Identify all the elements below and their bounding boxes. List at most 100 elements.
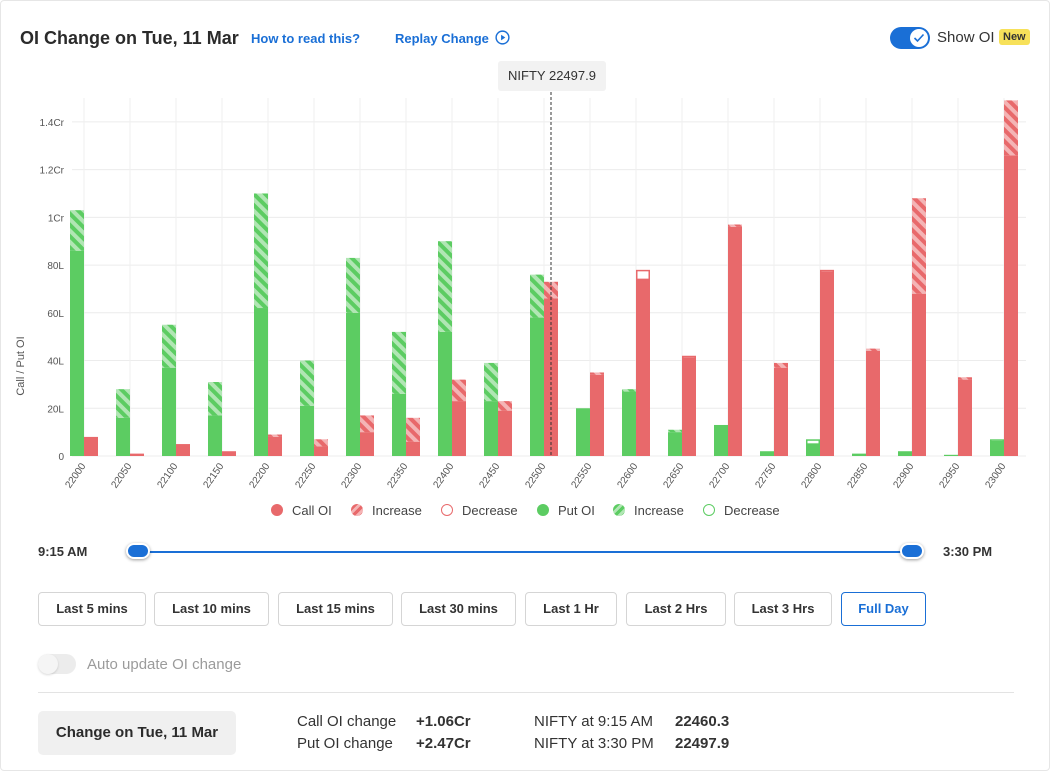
x-tick-label: 22800 <box>799 461 824 490</box>
how-to-read-link[interactable]: How to read this? <box>251 31 361 46</box>
y-tick-label: 80L <box>47 261 64 272</box>
slider-end-handle[interactable] <box>900 543 924 559</box>
call-oi-bar <box>130 453 144 456</box>
x-tick-label: 22500 <box>523 461 548 490</box>
call-oi-decrease-bar <box>820 269 834 273</box>
x-tick-label: 22650 <box>661 461 686 490</box>
call-oi-bar <box>912 293 926 456</box>
new-badge: New <box>999 29 1030 45</box>
put-oi-bar <box>714 424 728 456</box>
y-tick-label: 1Cr <box>48 213 65 224</box>
call-oi-change-value: +1.06Cr <box>416 713 471 730</box>
call-oi-increase-bar <box>590 372 604 375</box>
x-tick-label: 22950 <box>937 461 962 490</box>
divider <box>38 692 1014 693</box>
y-tick-label: 1.4Cr <box>40 118 65 129</box>
call-oi-increase-bar <box>406 417 420 442</box>
last-30-mins-button[interactable]: Last 30 mins <box>401 592 516 626</box>
x-tick-label: 22600 <box>615 461 640 490</box>
call-oi-bar <box>958 379 972 456</box>
slider-start-time: 9:15 AM <box>38 544 88 559</box>
x-tick-label: 22100 <box>155 461 180 490</box>
call-oi-increase-bar <box>1004 100 1018 156</box>
put-oi-bar <box>208 415 222 456</box>
last-2-hrs-button[interactable]: Last 2 Hrs <box>626 592 726 626</box>
call-oi-decrease-bar <box>682 355 696 359</box>
play-circle-icon[interactable] <box>495 30 510 45</box>
call-oi-increase-bar <box>774 362 788 368</box>
replay-change-link[interactable]: Replay Change <box>395 31 489 46</box>
spot-tooltip: NIFTY 22497.9 <box>498 61 606 91</box>
put-oi-bar <box>668 432 682 456</box>
call-oi-bar <box>360 432 374 456</box>
put-oi-bar <box>162 367 176 456</box>
call-oi-bar <box>774 367 788 456</box>
legend-label: Increase <box>372 503 422 518</box>
legend-swatch <box>613 504 625 516</box>
x-tick-label: 22450 <box>477 461 502 490</box>
time-slider-track[interactable] <box>138 551 912 553</box>
call-oi-bar <box>406 441 420 456</box>
x-tick-label: 22550 <box>569 461 594 490</box>
slider-end-time: 3:30 PM <box>943 544 993 559</box>
put-oi-bar <box>116 417 130 456</box>
put-oi-bar <box>484 401 498 456</box>
call-oi-increase-bar <box>452 379 466 402</box>
auto-update-label: Auto update OI change <box>87 656 242 673</box>
put-oi-decrease-bar <box>990 439 1004 443</box>
last-3-hrs-button[interactable]: Last 3 Hrs <box>734 592 832 626</box>
put-oi-increase-bar <box>668 429 682 433</box>
change-date-button[interactable]: Change on Tue, 11 Mar <box>38 711 236 755</box>
legend-label: Increase <box>634 503 684 518</box>
x-tick-label: 22850 <box>845 461 870 490</box>
legend-label: Put OI <box>558 503 595 518</box>
call-oi-bar <box>866 350 880 456</box>
chart-bars <box>70 100 1018 456</box>
put-oi-bar <box>806 444 820 456</box>
slider-start-handle[interactable] <box>126 543 150 559</box>
y-tick-label: 0 <box>58 452 64 463</box>
call-oi-bar <box>452 401 466 456</box>
call-oi-increase-bar <box>728 224 742 227</box>
full-day-button[interactable]: Full Day <box>841 592 926 626</box>
show-oi-toggle[interactable] <box>890 27 930 49</box>
call-oi-bar <box>176 444 190 456</box>
y-tick-label: 20L <box>47 404 64 415</box>
call-oi-increase-bar <box>360 415 374 433</box>
call-oi-bar <box>1004 155 1018 456</box>
y-tick-label: 60L <box>47 309 64 320</box>
x-tick-label: 22400 <box>431 461 456 490</box>
call-oi-bar <box>820 272 834 456</box>
last-15-mins-button[interactable]: Last 15 mins <box>278 592 393 626</box>
x-tick-label: 22750 <box>753 461 778 490</box>
toggle-knob <box>38 654 58 674</box>
put-oi-bar <box>70 250 84 456</box>
y-axis: 0 20L 40L 60L 80L 1Cr 1.2Cr 1.4Cr <box>40 118 65 463</box>
put-oi-bar <box>898 451 912 456</box>
legend-swatch <box>703 504 715 516</box>
call-oi-bar <box>222 451 236 456</box>
auto-update-toggle[interactable] <box>38 654 76 674</box>
put-oi-bar <box>346 312 360 456</box>
put-oi-increase-bar <box>346 257 360 313</box>
put-oi-increase-bar <box>162 324 176 368</box>
x-tick-label: 22350 <box>385 461 410 490</box>
last-5-mins-button[interactable]: Last 5 mins <box>38 592 146 626</box>
call-oi-increase-bar <box>866 348 880 351</box>
put-oi-change-value: +2.47Cr <box>416 735 471 752</box>
x-tick-label: 22050 <box>109 461 134 490</box>
oi-bar-chart: 0 20L 40L 60L 80L 1Cr 1.2Cr 1.4Cr 22000 22050 221… <box>15 92 1026 491</box>
legend-label: Decrease <box>724 503 780 518</box>
toggle-knob <box>910 29 928 47</box>
legend-swatch <box>441 504 453 516</box>
x-tick-label: 22300 <box>339 461 364 490</box>
put-oi-bar <box>990 441 1004 456</box>
x-tick-label: 22700 <box>707 461 732 490</box>
show-oi-label: Show OI <box>937 29 995 46</box>
put-oi-increase-bar <box>116 389 130 418</box>
x-tick-label: 22200 <box>247 461 272 490</box>
last-10-mins-button[interactable]: Last 10 mins <box>154 592 269 626</box>
put-oi-increase-bar <box>208 382 222 416</box>
last-1-hr-button[interactable]: Last 1 Hr <box>525 592 617 626</box>
call-oi-bar <box>590 374 604 456</box>
